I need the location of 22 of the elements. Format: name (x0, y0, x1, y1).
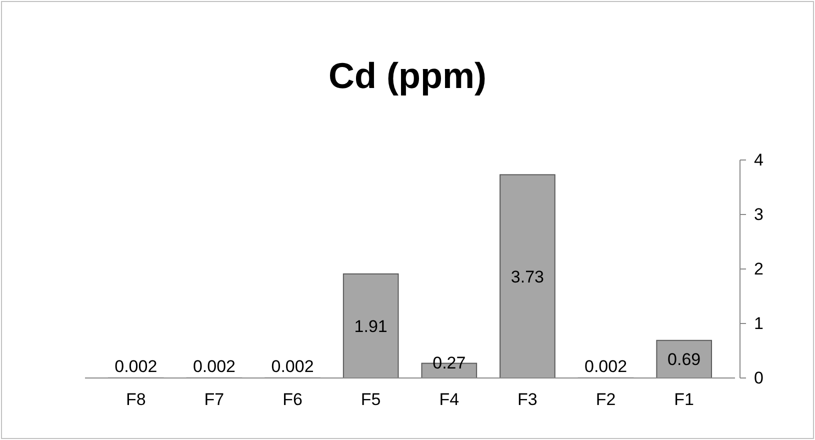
x-tick-label: F6 (282, 390, 302, 409)
data-label: 0.002 (192, 357, 236, 376)
x-tick-label: F4 (439, 390, 460, 409)
x-tick-label: F7 (204, 390, 224, 409)
data-label: 0.002 (114, 357, 158, 376)
data-label: 0.27 (432, 354, 466, 373)
data-label: 0.002 (584, 357, 628, 376)
y-tick-label: 4 (754, 150, 764, 170)
y-tick-label: 2 (754, 259, 764, 278)
data-label: 3.73 (510, 267, 544, 286)
x-tick-label: F8 (126, 390, 146, 409)
y-tick-label: 0 (754, 368, 764, 388)
data-label: 0.69 (668, 350, 701, 370)
y-tick-label: 1 (754, 314, 764, 333)
data-label: 0.002 (271, 357, 314, 376)
x-tick-label: F2 (596, 390, 616, 409)
x-tick-label: F5 (360, 390, 381, 409)
data-label: 1.91 (354, 316, 388, 336)
y-tick-label: 3 (754, 204, 764, 224)
x-tick-label: F3 (518, 390, 538, 409)
x-tick-label: F1 (674, 390, 694, 409)
chart-title: Cd (ppm) (328, 55, 486, 96)
